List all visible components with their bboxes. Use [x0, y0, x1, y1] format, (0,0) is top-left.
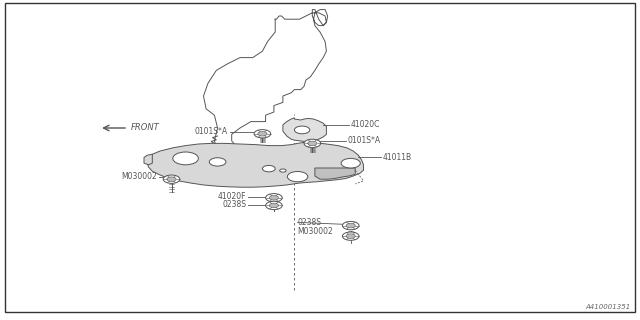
- Text: FRONT: FRONT: [131, 124, 160, 132]
- Circle shape: [262, 165, 275, 172]
- Circle shape: [287, 172, 308, 182]
- Circle shape: [341, 158, 360, 168]
- Text: 41020F: 41020F: [218, 192, 246, 201]
- Text: 41011B: 41011B: [383, 153, 412, 162]
- Text: 41020C: 41020C: [351, 120, 380, 129]
- Circle shape: [269, 203, 278, 208]
- Circle shape: [346, 234, 355, 238]
- Text: 0238S: 0238S: [298, 218, 322, 227]
- Circle shape: [294, 126, 310, 134]
- Text: 0101S*A: 0101S*A: [348, 136, 381, 145]
- Text: M030002: M030002: [121, 172, 157, 181]
- Circle shape: [209, 158, 226, 166]
- Circle shape: [346, 223, 355, 228]
- Circle shape: [254, 130, 271, 138]
- Polygon shape: [147, 142, 364, 187]
- Text: A410001351: A410001351: [585, 304, 630, 310]
- Polygon shape: [144, 154, 152, 165]
- Circle shape: [342, 221, 359, 230]
- Circle shape: [173, 152, 198, 165]
- Circle shape: [304, 139, 321, 148]
- Polygon shape: [315, 168, 355, 179]
- Circle shape: [163, 175, 180, 183]
- Circle shape: [258, 132, 267, 136]
- Circle shape: [269, 196, 278, 200]
- Circle shape: [266, 194, 282, 202]
- Circle shape: [308, 141, 317, 146]
- Circle shape: [167, 177, 176, 181]
- Text: 0101S*A: 0101S*A: [194, 127, 227, 136]
- Polygon shape: [283, 118, 326, 141]
- Text: 0238S: 0238S: [223, 200, 246, 209]
- Circle shape: [266, 201, 282, 210]
- Text: M030002: M030002: [298, 228, 333, 236]
- Circle shape: [342, 232, 359, 240]
- Circle shape: [280, 169, 286, 172]
